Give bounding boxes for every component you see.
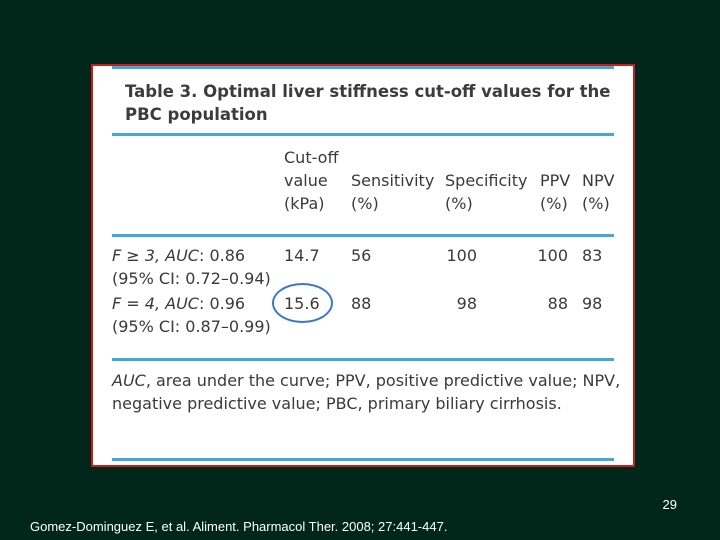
header-ppv: PPV (%)	[540, 171, 571, 213]
citation: Gomez-Dominguez E, et al. Aliment. Pharm…	[30, 519, 448, 534]
row1-auc-abbr: AUC	[165, 246, 199, 265]
row2-npv: 98	[582, 294, 603, 313]
row1-sensitivity: 56	[351, 246, 372, 265]
row2-ppv: 88	[547, 294, 568, 313]
bottom-rule	[112, 458, 614, 461]
row1-ci: (95% CI: 0.72–0.94)	[112, 269, 271, 288]
page-number: 29	[662, 497, 677, 512]
table-panel: Table 3. Optimal liver stiffness cut-off…	[93, 66, 633, 465]
row1-ppv: 100	[537, 246, 568, 265]
header-specificity: Specificity (%)	[445, 171, 528, 213]
row2-ci: (95% CI: 0.87–0.99)	[112, 317, 271, 336]
highlight-circle	[272, 283, 333, 323]
header-npv: NPV (%)	[582, 171, 615, 213]
row2-auc-abbr: AUC	[165, 294, 199, 313]
title-rule	[112, 133, 614, 136]
row2-sensitivity: 88	[351, 294, 372, 313]
table-title: Table 3. Optimal liver stiffness cut-off…	[125, 82, 611, 124]
table-footnote: AUC, area under the curve; PPV, positive…	[112, 369, 622, 415]
row2-label: F = 4, AUC: 0.96	[112, 292, 245, 315]
body-rule	[112, 358, 614, 361]
row1-npv: 83	[582, 246, 603, 265]
row1-stage: F ≥ 3,	[112, 246, 161, 265]
row1-cutoff: 14.7	[284, 246, 320, 265]
footnote-auc-abbr: AUC	[112, 371, 146, 390]
header-rule	[112, 234, 614, 237]
row2-auc-value: : 0.96	[198, 294, 246, 313]
header-sensitivity: Sensitivity (%)	[351, 171, 435, 213]
top-rule	[112, 66, 614, 69]
row1-specificity: 100	[446, 246, 477, 265]
row2-specificity: 98	[456, 294, 477, 313]
footnote-text: , area under the curve; PPV, positive pr…	[112, 371, 621, 413]
row1-label: F ≥ 3, AUC: 0.86	[112, 244, 245, 267]
table-image-frame: Table 3. Optimal liver stiffness cut-off…	[91, 64, 635, 467]
row2-stage: F = 4,	[112, 294, 161, 313]
row1-auc-value: : 0.86	[198, 246, 246, 265]
header-cutoff: Cut-off value (kPa)	[284, 148, 339, 213]
